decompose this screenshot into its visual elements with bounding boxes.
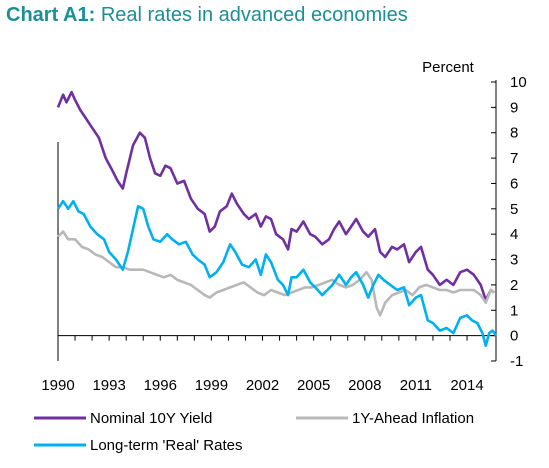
y-tick-label: 7: [510, 150, 518, 167]
x-tick-label: 2008: [348, 377, 381, 394]
chart-title-text: Real rates in advanced economies: [100, 4, 408, 26]
x-tick-label: 1993: [92, 377, 125, 394]
y-tick-label: 6: [510, 175, 518, 192]
x-tick-label: 1996: [144, 377, 177, 394]
series-line-1: [56, 90, 496, 302]
legend-label-1: Nominal 10Y Yield: [90, 410, 212, 427]
y-tick-label: 9: [510, 99, 518, 116]
chart-title: Chart A1: Real rates in advanced economi…: [6, 4, 408, 27]
chart-title-lead: Chart A1:: [6, 4, 96, 26]
x-tick-label: 2002: [246, 377, 279, 394]
y-tick-label: 4: [510, 226, 518, 243]
y-tick-label: 2: [510, 277, 518, 294]
x-tick-label: 1990: [41, 377, 74, 394]
y-tick-label: -1: [510, 353, 523, 370]
y-tick-label: 5: [510, 201, 518, 218]
y-tick-label: 1: [510, 302, 518, 319]
y-unit-label: Percent: [422, 59, 475, 76]
y-tick-label: 10: [510, 74, 527, 91]
x-tick-label: 2011: [400, 377, 432, 394]
x-tick-label: 1999: [195, 377, 228, 394]
x-tick-label: 2005: [297, 377, 330, 394]
y-tick-label: 8: [510, 125, 518, 142]
legend-label-3: Long-term 'Real' Rates: [90, 437, 242, 454]
legend-label-2: 1Y-Ahead Inflation: [352, 410, 474, 427]
y-tick-label: 0: [510, 328, 518, 345]
x-tick-label: 2014: [450, 377, 483, 394]
series-line-2: [57, 230, 496, 317]
series-line-3: [56, 199, 498, 348]
y-tick-label: 3: [510, 252, 518, 269]
